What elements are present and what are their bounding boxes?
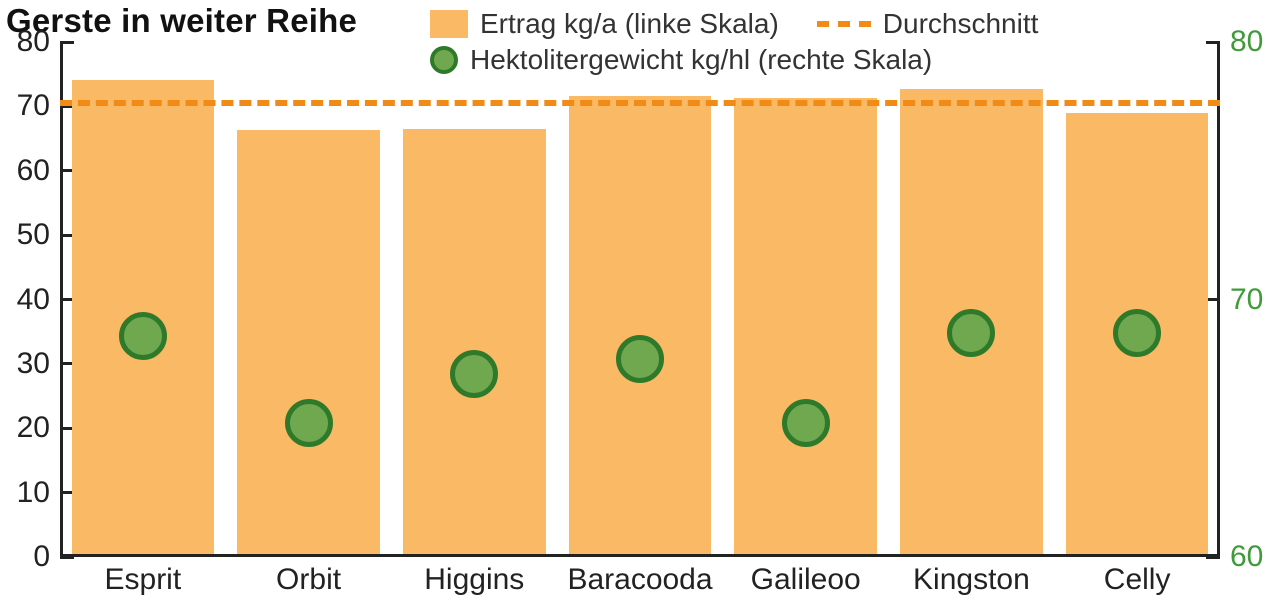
marker-dot — [616, 335, 664, 383]
chart-root: Gerste in weiter Reihe Ertrag kg/a (link… — [0, 0, 1280, 603]
marker-dot — [1113, 309, 1161, 357]
category-label: Baracooda — [567, 563, 712, 597]
category-label: Esprit — [105, 563, 182, 597]
ytick-left — [60, 41, 74, 44]
bar — [403, 129, 546, 554]
x-axis — [60, 554, 1220, 557]
category-label: Galileoo — [751, 563, 861, 597]
legend-item-bar: Ertrag kg/a (linke Skala) — [430, 8, 779, 40]
category-label: Celly — [1104, 563, 1171, 597]
legend-swatch-dash-icon — [817, 21, 871, 27]
ytick-right — [1206, 41, 1220, 44]
ytick-right — [1206, 556, 1220, 559]
ylabel-left: 20 — [17, 413, 50, 443]
ylabel-left: 50 — [17, 220, 50, 250]
bar — [569, 96, 712, 554]
marker-dot — [285, 399, 333, 447]
ylabel-left: 30 — [17, 349, 50, 379]
marker-dot — [119, 312, 167, 360]
ytick-left — [60, 556, 74, 559]
legend-swatch-bar-icon — [430, 10, 468, 38]
ylabel-right: 70 — [1230, 285, 1263, 315]
ylabel-left: 70 — [17, 91, 50, 121]
category-label: Kingston — [913, 563, 1030, 597]
bar — [734, 98, 877, 554]
ylabel-right: 80 — [1230, 27, 1263, 57]
legend-item-dash: Durchschnitt — [817, 8, 1039, 40]
legend-label-bar: Ertrag kg/a (linke Skala) — [480, 8, 779, 40]
ylabel-left: 40 — [17, 285, 50, 315]
marker-dot — [782, 399, 830, 447]
ylabel-left: 60 — [17, 156, 50, 186]
ylabel-left: 10 — [17, 478, 50, 508]
ylabel-left: 0 — [33, 542, 50, 572]
plot-area: 01020304050607080607080EspritOrbitHiggin… — [60, 42, 1220, 557]
category-label: Orbit — [276, 563, 341, 597]
ylabel-left: 80 — [17, 27, 50, 57]
average-line — [60, 100, 1220, 106]
chart-title: Gerste in weiter Reihe — [6, 2, 357, 40]
marker-dot — [947, 309, 995, 357]
marker-dot — [450, 350, 498, 398]
legend-label-dash: Durchschnitt — [883, 8, 1039, 40]
bar — [237, 130, 380, 554]
ylabel-right: 60 — [1230, 542, 1263, 572]
category-label: Higgins — [424, 563, 524, 597]
